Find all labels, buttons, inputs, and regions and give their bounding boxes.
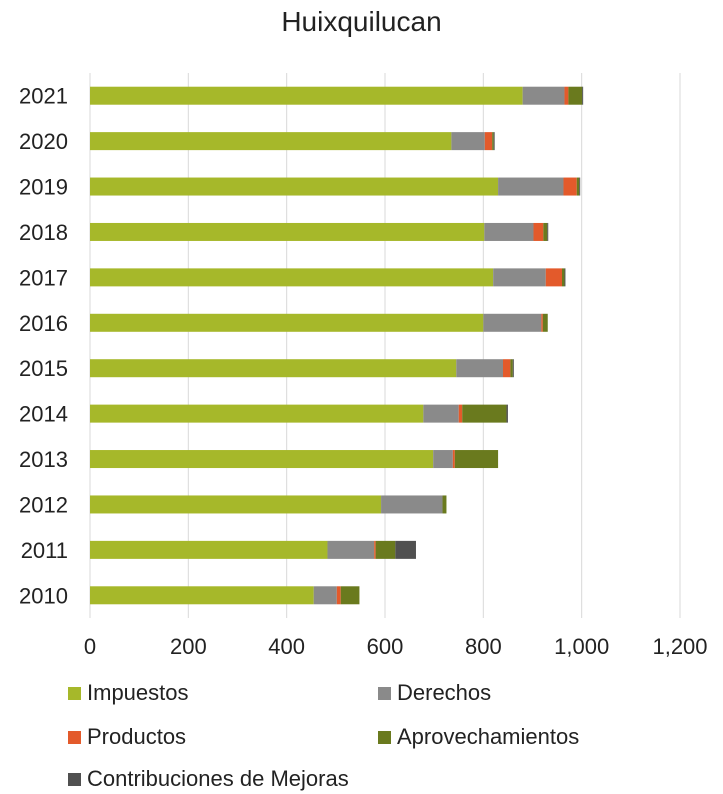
bar-segment bbox=[327, 540, 375, 559]
x-tick-label: 200 bbox=[170, 634, 207, 659]
bar-segment bbox=[90, 268, 494, 287]
bar-segment bbox=[90, 177, 499, 196]
bar-segment bbox=[545, 268, 562, 287]
bar-segment bbox=[374, 540, 376, 559]
bar-segment bbox=[90, 540, 328, 559]
bar-segment bbox=[90, 450, 434, 469]
y-tick-label: 2015 bbox=[19, 356, 68, 381]
bar-segment bbox=[582, 86, 584, 105]
bar-segment bbox=[395, 540, 416, 559]
y-tick-label: 2016 bbox=[19, 311, 68, 336]
bar-segment bbox=[533, 222, 544, 241]
bar-segment bbox=[442, 495, 447, 514]
y-tick-label: 2020 bbox=[19, 129, 68, 154]
bar-segment bbox=[90, 359, 457, 378]
chart-title: Huixquilucan bbox=[281, 6, 442, 37]
bar-segment bbox=[423, 404, 459, 423]
bar-segment bbox=[543, 222, 548, 241]
x-axis-labels: 0 200 400 600 800 1,000 1,200 bbox=[84, 634, 708, 659]
bar-segment bbox=[458, 404, 463, 423]
x-tick-label: 0 bbox=[84, 634, 96, 659]
bar-segment bbox=[503, 359, 511, 378]
y-tick-label: 2010 bbox=[19, 583, 68, 608]
bar-segment bbox=[564, 268, 566, 287]
bar-segment bbox=[90, 404, 424, 423]
bar-segment bbox=[336, 586, 341, 605]
y-tick-label: 2014 bbox=[19, 402, 68, 427]
bar-segment bbox=[90, 86, 523, 105]
bar-segment bbox=[462, 404, 507, 423]
x-tick-label: 600 bbox=[367, 634, 404, 659]
bar-segment bbox=[576, 177, 580, 196]
bar-segment bbox=[512, 359, 514, 378]
x-tick-label: 400 bbox=[268, 634, 305, 659]
grid-lines bbox=[89, 73, 681, 618]
y-axis-labels: 2021 2020 2019 2018 2017 2016 2015 2014 2013 2012… bbox=[19, 84, 68, 609]
bar-segment bbox=[564, 86, 569, 105]
bar-segment bbox=[493, 268, 546, 287]
bar-segment bbox=[375, 540, 396, 559]
bar-segment bbox=[484, 132, 493, 151]
y-tick-label: 2017 bbox=[19, 265, 68, 290]
bar-segment bbox=[313, 586, 337, 605]
bar-segment bbox=[568, 86, 583, 105]
bar-segment bbox=[542, 313, 548, 332]
bar-segment bbox=[562, 268, 565, 287]
bar-segment bbox=[340, 586, 360, 605]
bar-segment bbox=[506, 404, 508, 423]
bar-segment bbox=[90, 132, 452, 151]
bar-segment bbox=[547, 222, 549, 241]
bar-segment bbox=[541, 313, 543, 332]
bars bbox=[90, 86, 584, 605]
bar-segment bbox=[498, 177, 564, 196]
bar-segment bbox=[493, 132, 495, 151]
bar-segment bbox=[483, 313, 542, 332]
bar-segment bbox=[451, 132, 485, 151]
bar-segment bbox=[484, 222, 534, 241]
bar-segment bbox=[522, 86, 565, 105]
bar-segment bbox=[492, 132, 494, 151]
y-tick-label: 2012 bbox=[19, 492, 68, 517]
bar-segment bbox=[90, 586, 314, 605]
x-tick-label: 800 bbox=[465, 634, 502, 659]
bar-segment bbox=[90, 495, 382, 514]
y-tick-label: 2011 bbox=[21, 538, 68, 563]
x-tick-label: 1,200 bbox=[652, 634, 707, 659]
y-tick-label: 2019 bbox=[19, 175, 68, 200]
bar-segment bbox=[90, 313, 484, 332]
x-tick-label: 1,000 bbox=[554, 634, 609, 659]
bar-segment bbox=[563, 177, 577, 196]
y-tick-label: 2018 bbox=[19, 220, 68, 245]
bar-segment bbox=[452, 450, 455, 469]
bar-segment bbox=[454, 450, 499, 469]
bar-segment bbox=[90, 222, 485, 241]
bar-segment bbox=[510, 359, 513, 378]
y-tick-label: 2013 bbox=[19, 447, 68, 472]
bar-segment bbox=[579, 177, 581, 196]
bar-segment bbox=[456, 359, 503, 378]
y-tick-label: 2021 bbox=[19, 84, 68, 109]
bar-segment bbox=[381, 495, 443, 514]
bar-segment bbox=[433, 450, 453, 469]
